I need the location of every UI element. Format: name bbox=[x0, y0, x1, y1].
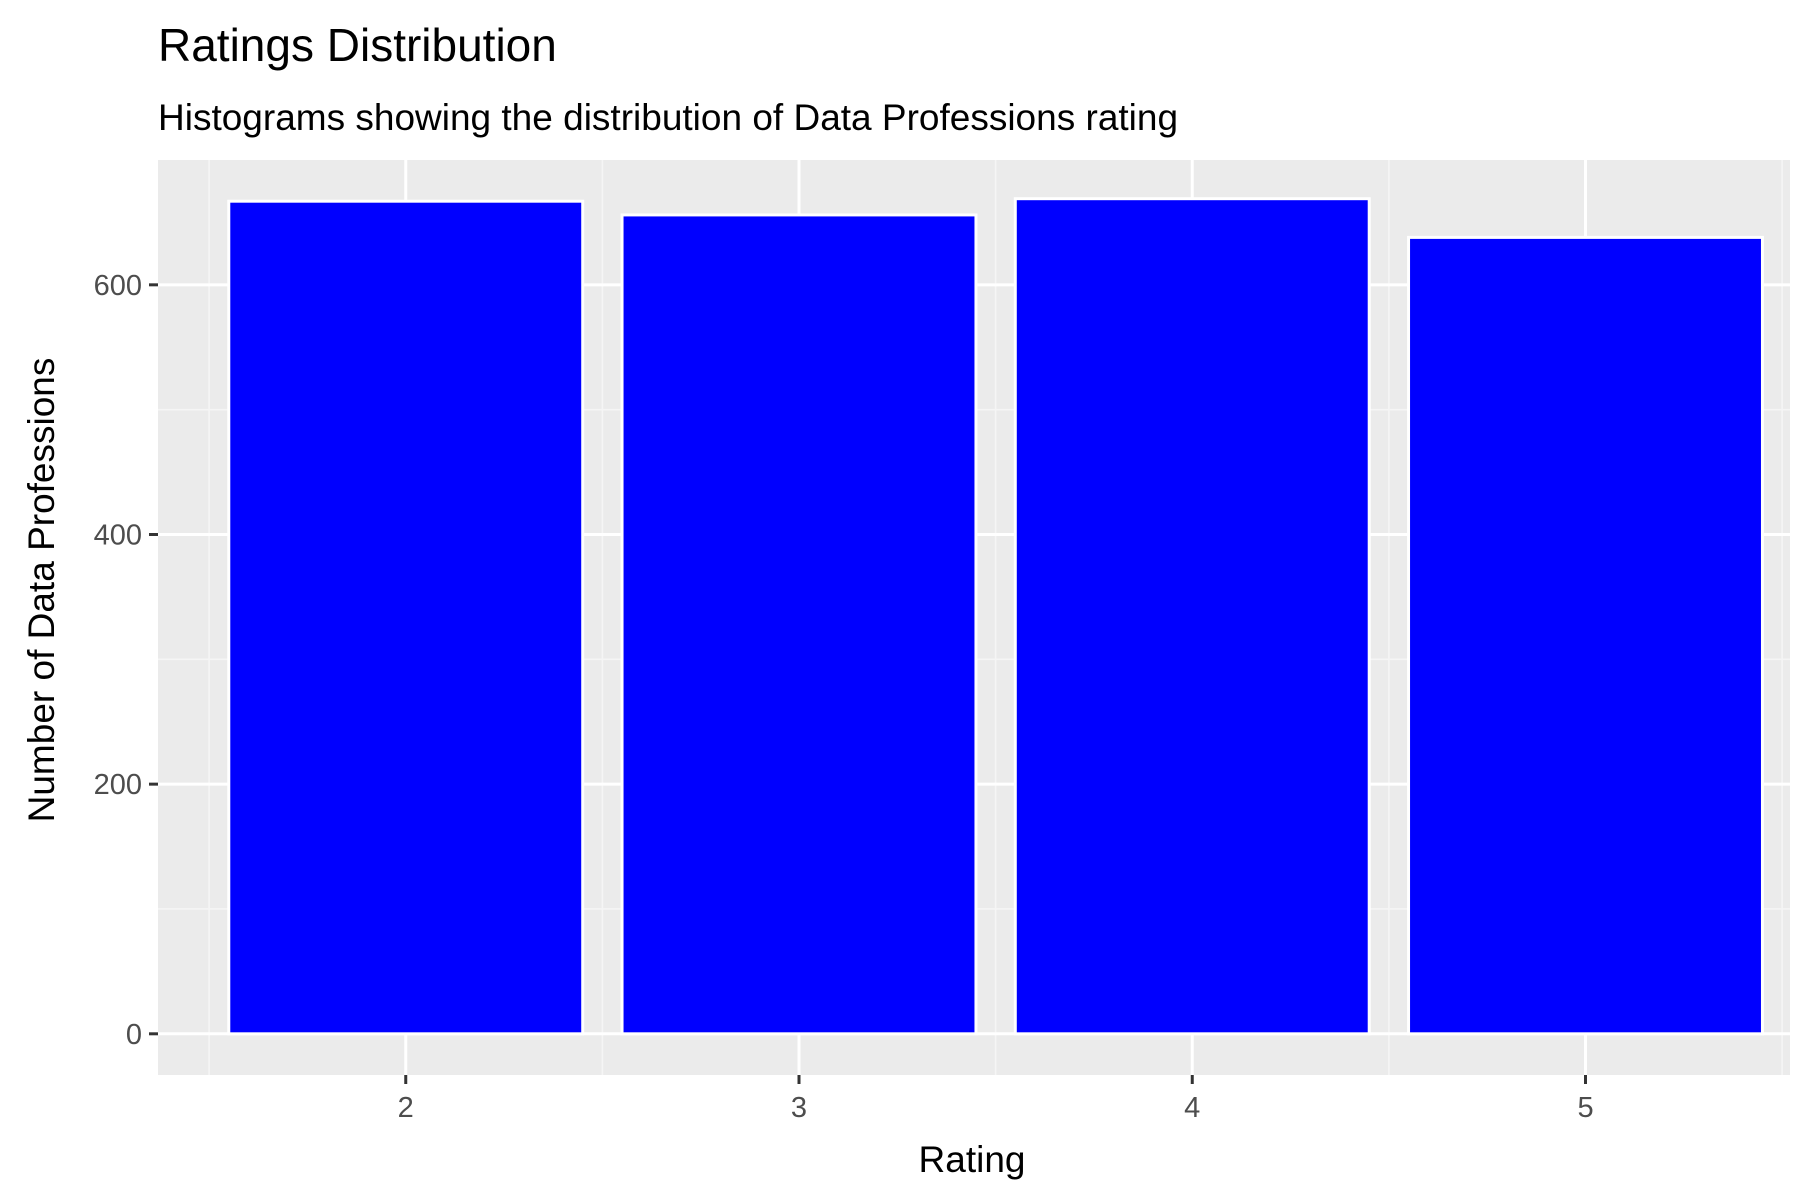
x-tick-label: 2 bbox=[398, 1092, 414, 1124]
bar-rating-3 bbox=[620, 213, 978, 1036]
axes: 0 200 400 600 2 3 4 5 bbox=[94, 270, 1594, 1124]
y-tick-label: 600 bbox=[94, 270, 142, 302]
chart-title: Ratings Distribution bbox=[158, 19, 557, 71]
x-axis-title: Rating bbox=[919, 1139, 1026, 1180]
chart-subtitle: Histograms showing the distribution of D… bbox=[158, 97, 1178, 138]
y-axis-title: Number of Data Professions bbox=[21, 358, 62, 823]
y-tick-label: 0 bbox=[126, 1019, 142, 1051]
x-tick-label: 4 bbox=[1184, 1092, 1200, 1124]
bar-rating-5 bbox=[1407, 235, 1764, 1036]
bar-rating-2 bbox=[227, 199, 585, 1036]
y-tick-label: 400 bbox=[94, 519, 142, 551]
x-tick-label: 3 bbox=[791, 1092, 807, 1124]
bar-rating-4 bbox=[1013, 197, 1371, 1036]
bars bbox=[227, 197, 1764, 1036]
y-tick-label: 200 bbox=[94, 769, 142, 801]
x-tick-label: 5 bbox=[1577, 1092, 1593, 1124]
